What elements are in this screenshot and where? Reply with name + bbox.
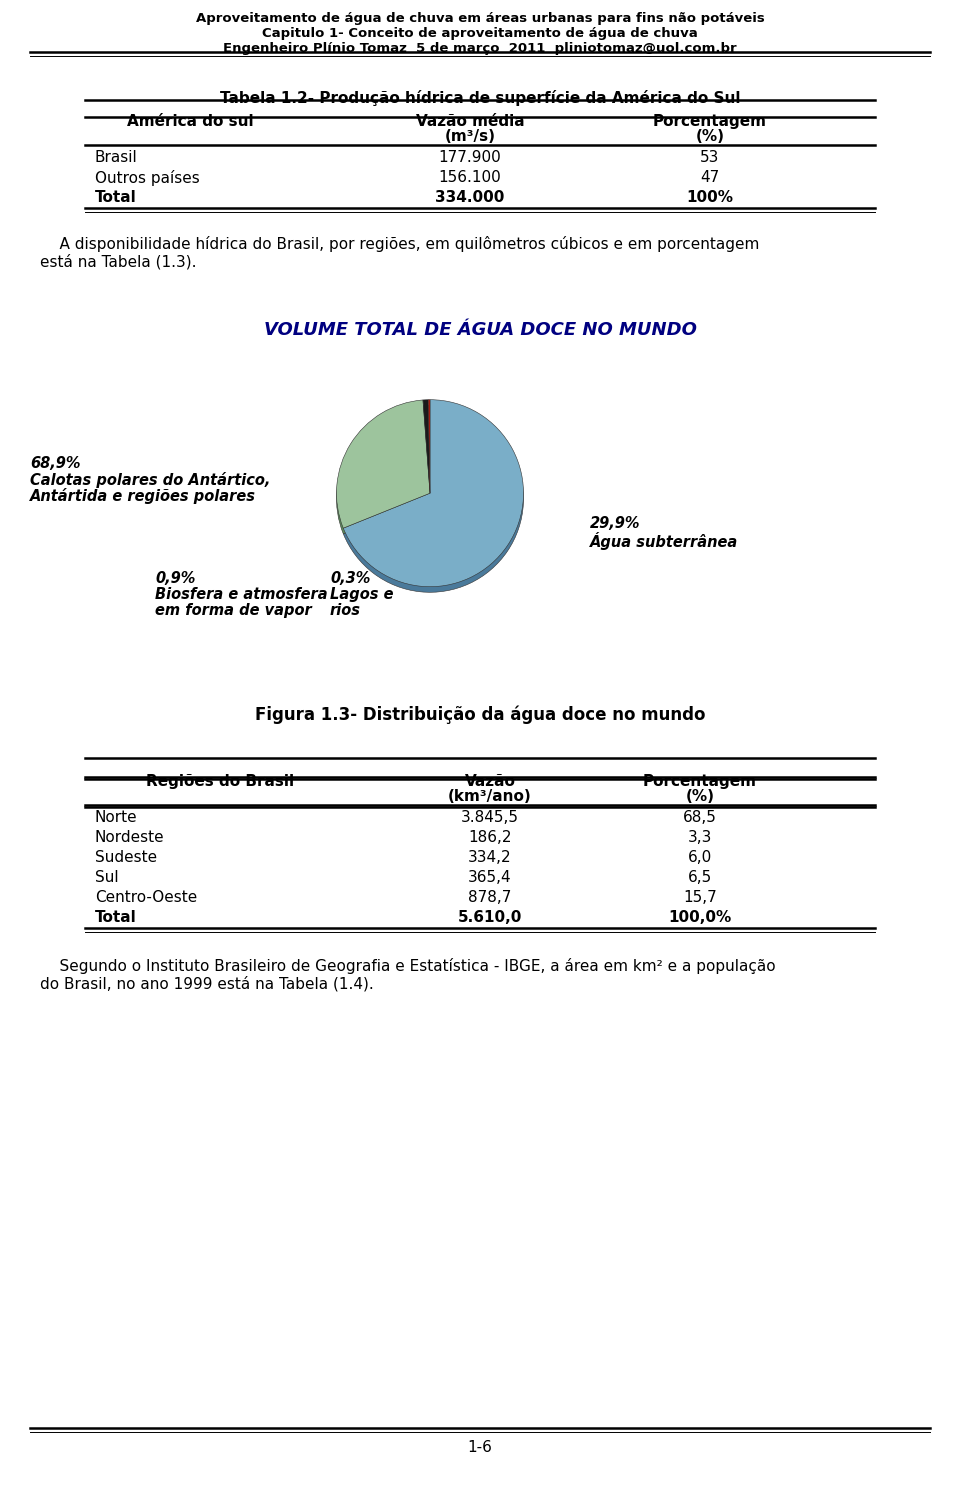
Text: 100,0%: 100,0% bbox=[668, 910, 732, 926]
Text: Antártida e regiões polares: Antártida e regiões polares bbox=[30, 488, 256, 504]
Text: 53: 53 bbox=[700, 150, 720, 165]
Text: Sudeste: Sudeste bbox=[95, 850, 157, 865]
Text: A disponibilidade hídrica do Brasil, por regiões, em quilômetros cúbicos e em po: A disponibilidade hídrica do Brasil, por… bbox=[40, 236, 759, 252]
Text: (%): (%) bbox=[695, 129, 725, 144]
Text: 334,2: 334,2 bbox=[468, 850, 512, 865]
Text: 186,2: 186,2 bbox=[468, 830, 512, 844]
Text: Engenheiro Plínio Tomaz  5 de março  2011  pliniotomaz@uol.com.br: Engenheiro Plínio Tomaz 5 de março 2011 … bbox=[223, 42, 737, 56]
Text: Sul: Sul bbox=[95, 870, 119, 885]
Text: Tabela 1.2- Produção hídrica de superfície da América do Sul: Tabela 1.2- Produção hídrica de superfíc… bbox=[220, 90, 740, 106]
Wedge shape bbox=[423, 405, 430, 500]
Text: 47: 47 bbox=[701, 170, 720, 184]
Text: (m³/s): (m³/s) bbox=[444, 129, 495, 144]
Text: está na Tabela (1.3).: está na Tabela (1.3). bbox=[40, 254, 197, 270]
Wedge shape bbox=[428, 405, 430, 500]
Text: 0,9%: 0,9% bbox=[155, 572, 196, 586]
Text: VOLUME TOTAL DE ÁGUA DOCE NO MUNDO: VOLUME TOTAL DE ÁGUA DOCE NO MUNDO bbox=[264, 321, 696, 339]
Text: Lagos e: Lagos e bbox=[330, 586, 394, 602]
Text: Figura 1.3- Distribuição da água doce no mundo: Figura 1.3- Distribuição da água doce no… bbox=[254, 706, 706, 724]
Text: Norte: Norte bbox=[95, 810, 137, 825]
Text: 68,9%: 68,9% bbox=[30, 456, 81, 471]
Text: 156.100: 156.100 bbox=[439, 170, 501, 184]
Text: 29,9%: 29,9% bbox=[590, 516, 640, 531]
Wedge shape bbox=[337, 405, 430, 534]
Text: Porcentagem: Porcentagem bbox=[653, 114, 767, 129]
Text: Aproveitamento de água de chuva em áreas urbanas para fins não potáveis: Aproveitamento de água de chuva em áreas… bbox=[196, 12, 764, 26]
Text: 0,3%: 0,3% bbox=[330, 572, 371, 586]
Text: Outros países: Outros países bbox=[95, 170, 200, 186]
Wedge shape bbox=[344, 405, 523, 592]
Text: Nordeste: Nordeste bbox=[95, 830, 164, 844]
Text: Vazão média: Vazão média bbox=[416, 114, 524, 129]
Text: rios: rios bbox=[330, 603, 361, 618]
Text: Capitulo 1- Conceito de aproveitamento de água de chuva: Capitulo 1- Conceito de aproveitamento d… bbox=[262, 27, 698, 40]
Text: Porcentagem: Porcentagem bbox=[643, 774, 757, 789]
Text: Água subterrânea: Água subterrânea bbox=[590, 532, 738, 550]
Text: Vazão: Vazão bbox=[465, 774, 516, 789]
Text: 177.900: 177.900 bbox=[439, 150, 501, 165]
Wedge shape bbox=[428, 399, 430, 494]
Text: Biosfera e atmosfera: Biosfera e atmosfera bbox=[155, 586, 327, 602]
Text: Total: Total bbox=[95, 190, 136, 206]
Text: 15,7: 15,7 bbox=[684, 890, 717, 904]
Text: 6,5: 6,5 bbox=[688, 870, 712, 885]
Text: Total: Total bbox=[95, 910, 136, 926]
Text: Calotas polares do Antártico,: Calotas polares do Antártico, bbox=[30, 472, 271, 488]
Text: 334.000: 334.000 bbox=[435, 190, 505, 206]
Wedge shape bbox=[344, 399, 523, 586]
Text: em forma de vapor: em forma de vapor bbox=[155, 603, 312, 618]
Text: América do sul: América do sul bbox=[127, 114, 253, 129]
Text: Regiões do Brasil: Regiões do Brasil bbox=[146, 774, 294, 789]
Text: 1-6: 1-6 bbox=[468, 1440, 492, 1455]
Text: 3.845,5: 3.845,5 bbox=[461, 810, 519, 825]
Text: 6,0: 6,0 bbox=[688, 850, 712, 865]
Text: 878,7: 878,7 bbox=[468, 890, 512, 904]
Text: (km³/ano): (km³/ano) bbox=[448, 789, 532, 804]
Wedge shape bbox=[423, 399, 430, 494]
Text: 68,5: 68,5 bbox=[684, 810, 717, 825]
Wedge shape bbox=[337, 400, 430, 528]
Text: 3,3: 3,3 bbox=[687, 830, 712, 844]
Text: do Brasil, no ano 1999 está na Tabela (1.4).: do Brasil, no ano 1999 está na Tabela (1… bbox=[40, 976, 373, 992]
Text: Centro-Oeste: Centro-Oeste bbox=[95, 890, 197, 904]
Text: 365,4: 365,4 bbox=[468, 870, 512, 885]
Text: Brasil: Brasil bbox=[95, 150, 137, 165]
Text: 5.610,0: 5.610,0 bbox=[458, 910, 522, 926]
Text: 100%: 100% bbox=[686, 190, 733, 206]
Text: Segundo o Instituto Brasileiro de Geografia e Estatística - IBGE, a área em km² : Segundo o Instituto Brasileiro de Geogra… bbox=[40, 958, 776, 974]
Text: (%): (%) bbox=[685, 789, 714, 804]
